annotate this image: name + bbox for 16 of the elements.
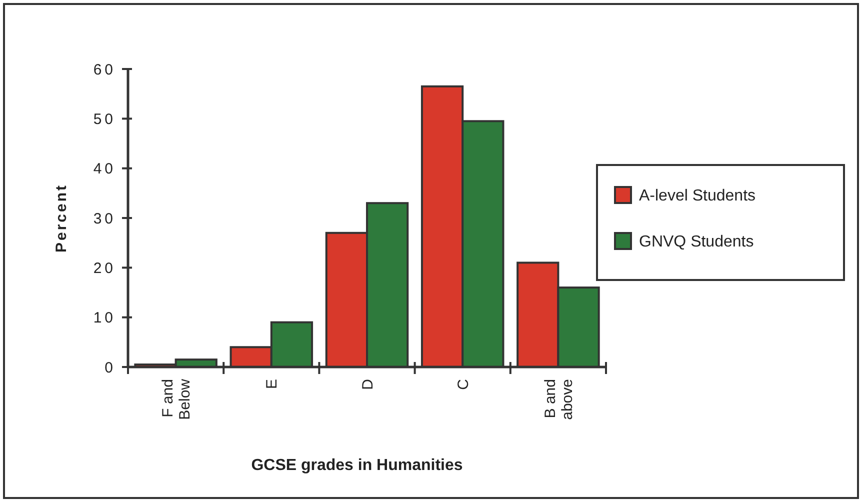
y-tick-label: 10 bbox=[93, 310, 116, 327]
x-tick-label: D bbox=[359, 378, 376, 390]
y-tick-label: 30 bbox=[93, 210, 116, 228]
y-tick-label: 60 bbox=[93, 61, 116, 78]
y-tick-label: 50 bbox=[93, 110, 116, 128]
y-axis-title: Percent bbox=[53, 183, 70, 253]
x-tick-label: C bbox=[454, 378, 472, 390]
y-tick-label: 0 bbox=[104, 359, 116, 376]
x-axis-title: GCSE grades in Humanities bbox=[251, 457, 463, 474]
x-tick-label: B and above bbox=[542, 379, 576, 420]
legend-label: A-level Students bbox=[639, 188, 756, 205]
x-tick-label: E bbox=[264, 379, 281, 390]
y-tick-label: 40 bbox=[93, 160, 116, 178]
legend-label: GNVQ Students bbox=[639, 234, 754, 251]
x-tick-label: F and Below bbox=[160, 378, 194, 420]
y-tick-label: 20 bbox=[93, 260, 116, 277]
